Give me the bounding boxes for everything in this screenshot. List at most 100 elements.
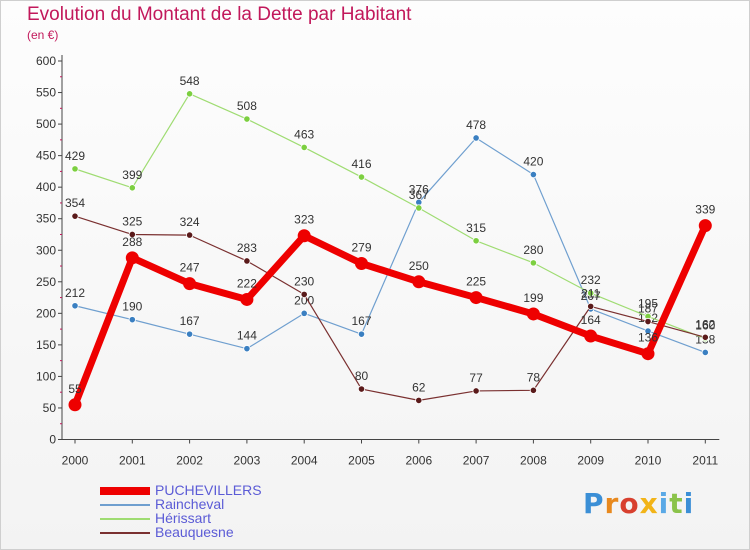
data-label: 80: [355, 369, 369, 383]
series-line: [71, 222, 709, 409]
data-point: [300, 309, 308, 317]
logo-letter: i: [658, 487, 670, 520]
y-tick-label: 600: [36, 54, 56, 68]
data-label: 324: [180, 215, 200, 229]
proxiti-logo: Proxiti: [583, 487, 694, 520]
y-tick-label: 400: [36, 180, 56, 194]
legend-swatch: [100, 487, 150, 495]
series-beauquesne: 354 325 324 283 230 80 62 77 78 211 187 162: [65, 196, 716, 404]
data-point: [701, 333, 709, 341]
data-point: [71, 165, 79, 173]
data-label: 367: [409, 188, 429, 202]
data-label: 279: [351, 240, 371, 254]
legend: PUCHEVILLERS Raincheval Hérissart Beauquesn…: [100, 482, 360, 540]
data-label: 288: [122, 235, 142, 249]
data-label: 136: [638, 331, 658, 345]
y-tick-label: 200: [36, 306, 56, 320]
data-point: [357, 385, 366, 393]
data-point: [526, 307, 540, 321]
data-point: [529, 259, 538, 267]
data-point: [357, 330, 366, 338]
data-point: [71, 212, 79, 220]
data-label: 429: [65, 149, 85, 163]
data-label: 78: [527, 370, 541, 384]
data-label: 232: [581, 273, 601, 287]
data-label: 211: [581, 286, 600, 300]
data-label: 187: [638, 302, 658, 316]
data-point: [186, 231, 194, 239]
data-label: 164: [581, 313, 601, 327]
y-tick-label: 0: [49, 433, 56, 447]
series-hérissart: 429 399 548 508 463 416 367 315 280 232 195 160: [65, 74, 716, 343]
data-label: 167: [180, 314, 200, 328]
data-point: [125, 251, 139, 265]
x-tick-label: 2007: [463, 454, 490, 468]
logo-letter: x: [639, 487, 659, 520]
data-point: [472, 134, 480, 142]
x-tick-label: 2009: [577, 454, 604, 468]
x-tick-label: 2002: [176, 454, 203, 468]
legend-swatch: [100, 518, 150, 520]
data-point: [415, 396, 423, 404]
data-label: 548: [180, 74, 200, 88]
data-point: [297, 229, 311, 243]
data-label: 280: [523, 243, 543, 257]
series-line: [74, 215, 706, 401]
series-raincheval: 212190167144200167376478420207172138: [65, 118, 716, 357]
y-tick-label: 450: [36, 149, 56, 163]
x-tick-label: 2008: [520, 454, 547, 468]
data-point: [300, 143, 308, 152]
x-tick-label: 2004: [291, 454, 318, 468]
data-label: 283: [237, 241, 257, 255]
data-label: 199: [523, 291, 543, 305]
legend-item: PUCHEVILLERS: [100, 482, 360, 498]
data-point: [412, 275, 426, 289]
y-tick-label: 150: [36, 338, 56, 352]
data-label: 478: [466, 118, 486, 132]
logo-letter: r: [604, 487, 620, 520]
legend-item: Beauquesne: [100, 524, 360, 540]
data-label: 463: [294, 127, 314, 141]
y-tick-label: 250: [36, 275, 56, 289]
logo-letter: i: [683, 487, 695, 520]
x-tick-label: 2010: [635, 454, 662, 468]
data-point: [128, 230, 136, 239]
data-label: 420: [523, 155, 543, 169]
data-label: 315: [466, 221, 486, 235]
data-label: 247: [180, 261, 200, 275]
data-point: [183, 277, 197, 291]
data-point: [243, 345, 251, 353]
data-label: 250: [409, 259, 429, 273]
y-tick-label: 550: [36, 86, 56, 100]
data-point: [644, 317, 652, 326]
x-tick-label: 2000: [62, 454, 89, 468]
x-tick-label: 2005: [348, 454, 375, 468]
data-point: [701, 348, 709, 357]
legend-label: Beauquesne: [155, 524, 234, 540]
data-point: [584, 329, 598, 343]
data-label: 354: [65, 196, 85, 210]
data-label: 508: [237, 99, 257, 113]
data-point: [71, 302, 79, 310]
series-line: [74, 93, 706, 340]
logo-letter: o: [619, 487, 640, 520]
x-tick-label: 2001: [119, 454, 146, 468]
data-label: 325: [122, 214, 142, 228]
data-label: 77: [469, 371, 483, 385]
y-tick-label: 350: [36, 212, 56, 226]
data-label: 230: [294, 274, 314, 288]
chart-title: Evolution du Montant de la Dette par Hab…: [27, 4, 412, 25]
data-label: 339: [695, 203, 715, 217]
data-point: [68, 398, 82, 412]
legend-label: Hérissart: [155, 510, 212, 526]
data-point: [243, 257, 251, 265]
data-point: [472, 387, 480, 395]
x-tick-label: 2006: [405, 454, 432, 468]
data-point: [698, 219, 712, 233]
data-label: 162: [695, 317, 715, 331]
data-point: [529, 386, 538, 394]
data-label: 144: [237, 329, 257, 343]
data-label: 167: [351, 314, 371, 328]
y-tick-label: 50: [43, 401, 57, 415]
x-tick-label: 2003: [234, 454, 261, 468]
